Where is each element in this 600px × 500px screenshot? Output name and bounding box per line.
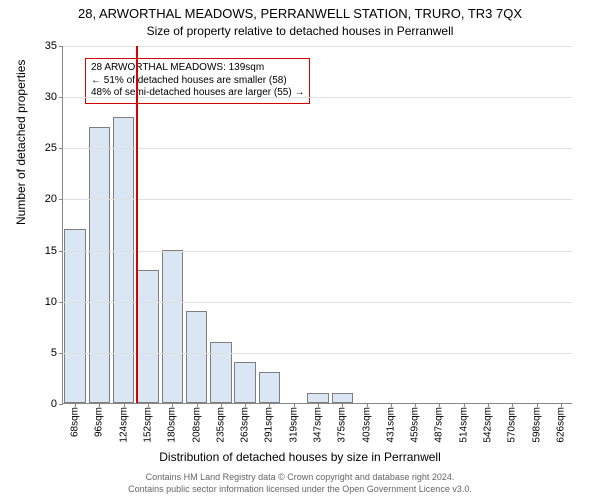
- gridline: [63, 302, 572, 303]
- xtick-label: 542sqm: [483, 407, 494, 443]
- ytick-mark: [59, 251, 63, 252]
- bar: [137, 270, 158, 403]
- ytick-mark: [59, 302, 63, 303]
- xtick-label: 319sqm: [288, 407, 299, 443]
- ytick-label: 10: [37, 296, 57, 308]
- xtick-label: 626sqm: [555, 407, 566, 443]
- xtick-label: 235sqm: [215, 407, 226, 443]
- xtick-label: 459sqm: [410, 407, 421, 443]
- xtick-label: 375sqm: [337, 407, 348, 443]
- xtick-label: 180sqm: [167, 407, 178, 443]
- annotation-line-1: 28 ARWORTHAL MEADOWS: 139sqm: [91, 62, 304, 75]
- xtick-label: 487sqm: [434, 407, 445, 443]
- xtick-label: 208sqm: [191, 407, 202, 443]
- bar: [210, 342, 231, 403]
- x-axis-label: Distribution of detached houses by size …: [0, 450, 600, 464]
- bar: [259, 372, 280, 403]
- ytick-label: 25: [37, 142, 57, 154]
- xtick-label: 291sqm: [264, 407, 275, 443]
- footer-line-1: Contains HM Land Registry data © Crown c…: [0, 472, 600, 482]
- xtick-label: 403sqm: [361, 407, 372, 443]
- xtick-label: 431sqm: [385, 407, 396, 443]
- bar: [332, 393, 353, 403]
- gridline: [63, 251, 572, 252]
- ytick-label: 20: [37, 193, 57, 205]
- xtick-label: 124sqm: [118, 407, 129, 443]
- xtick-label: 598sqm: [531, 407, 542, 443]
- ytick-mark: [59, 46, 63, 47]
- gridline: [63, 46, 572, 47]
- chart-container: 28, ARWORTHAL MEADOWS, PERRANWELL STATIO…: [0, 0, 600, 500]
- xtick-label: 347sqm: [313, 407, 324, 443]
- y-axis-label: Number of detached properties: [14, 60, 28, 225]
- bar: [186, 311, 207, 403]
- gridline: [63, 353, 572, 354]
- bar: [64, 229, 85, 403]
- ytick-label: 35: [37, 40, 57, 52]
- ytick-label: 0: [37, 398, 57, 410]
- xtick-label: 514sqm: [458, 407, 469, 443]
- gridline: [63, 97, 572, 98]
- title-subtitle: Size of property relative to detached ho…: [0, 24, 600, 38]
- annotation-line-2: ← 51% of detached houses are smaller (58…: [91, 75, 304, 88]
- ytick-mark: [59, 404, 63, 405]
- bar: [113, 117, 134, 403]
- bar: [89, 127, 110, 403]
- footer-line-2: Contains public sector information licen…: [0, 484, 600, 494]
- xtick-label: 263sqm: [240, 407, 251, 443]
- ytick-label: 15: [37, 245, 57, 257]
- bar: [307, 393, 328, 403]
- ytick-mark: [59, 199, 63, 200]
- ytick-mark: [59, 148, 63, 149]
- marker-line: [136, 46, 138, 403]
- ytick-label: 30: [37, 91, 57, 103]
- ytick-mark: [59, 353, 63, 354]
- bar: [162, 250, 183, 403]
- bar: [234, 362, 255, 403]
- gridline: [63, 199, 572, 200]
- ytick-label: 5: [37, 347, 57, 359]
- xtick-label: 570sqm: [507, 407, 518, 443]
- plot-area: 28 ARWORTHAL MEADOWS: 139sqm ← 51% of de…: [62, 46, 572, 404]
- xtick-label: 68sqm: [70, 407, 81, 437]
- xtick-label: 152sqm: [143, 407, 154, 443]
- gridline: [63, 148, 572, 149]
- xtick-label: 96sqm: [94, 407, 105, 437]
- title-address: 28, ARWORTHAL MEADOWS, PERRANWELL STATIO…: [0, 6, 600, 21]
- ytick-mark: [59, 97, 63, 98]
